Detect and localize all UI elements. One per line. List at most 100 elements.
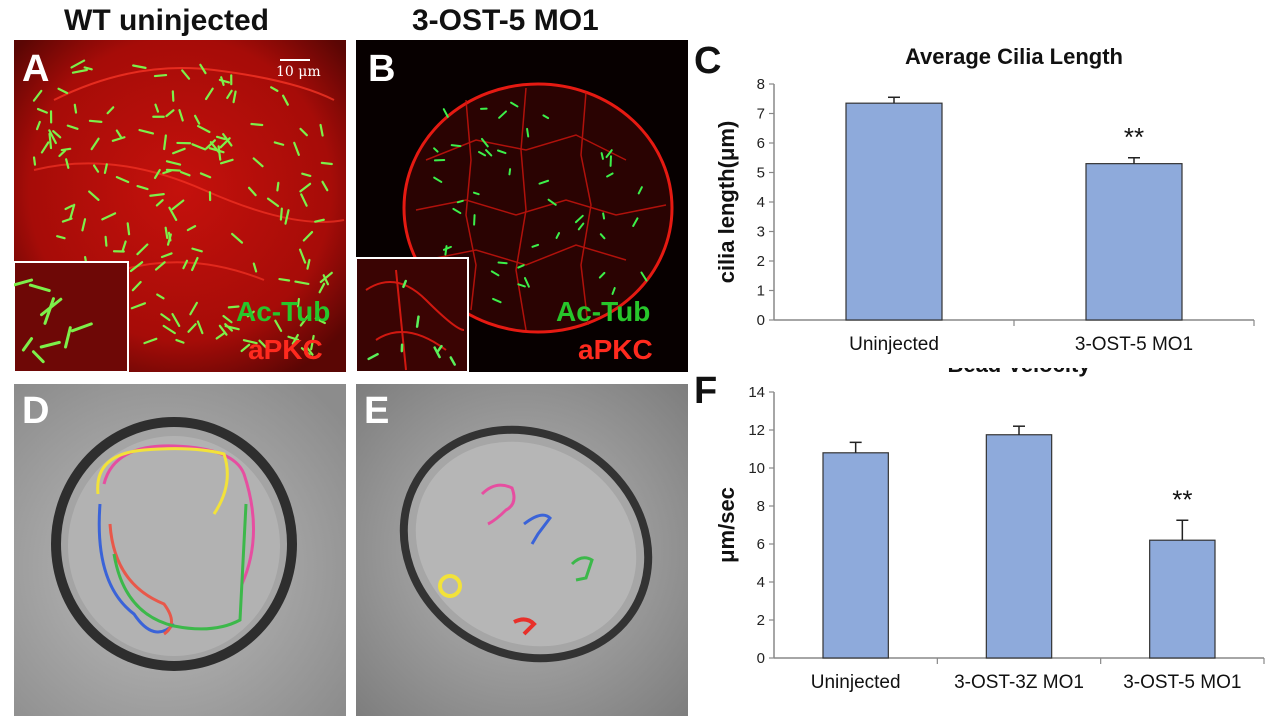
cilium	[136, 243, 149, 256]
cilium	[156, 293, 165, 300]
cilium	[187, 323, 197, 333]
cilium	[322, 274, 330, 286]
cilium	[121, 240, 127, 253]
y-tick-label: 4	[757, 194, 765, 211]
cilium	[132, 64, 147, 69]
cilium	[319, 123, 324, 137]
cilium	[48, 129, 57, 145]
cilium	[230, 232, 244, 244]
y-tick-label: 8	[757, 498, 765, 515]
chart-c-average-cilia-length: Average Cilia Length cilia length(μm) 0 1 2 3…	[714, 44, 1255, 355]
cilium	[526, 127, 530, 138]
cilium	[138, 128, 155, 135]
cilium	[598, 271, 606, 279]
cilium	[490, 270, 500, 277]
cilium	[452, 207, 462, 215]
cilium	[415, 315, 420, 328]
y-tick-label: 1	[757, 283, 765, 300]
cilium	[153, 73, 168, 78]
cilium	[320, 161, 333, 166]
cilium	[167, 231, 172, 242]
cilium	[433, 176, 443, 183]
panel-label-f: F	[694, 370, 718, 412]
cilium	[508, 168, 512, 176]
cilium	[175, 338, 185, 344]
cilium	[154, 103, 160, 113]
cilium	[310, 334, 315, 351]
cilium	[547, 198, 557, 206]
legend-ac-tub-a: Ac-Tub	[236, 296, 331, 327]
cilium	[32, 89, 43, 102]
cilium	[164, 226, 169, 240]
cilium	[153, 168, 161, 180]
y-tick-label: 0	[757, 650, 765, 667]
cilium	[606, 172, 614, 178]
cilium	[39, 340, 61, 349]
cilium	[92, 164, 100, 173]
cilium	[477, 150, 487, 157]
cilium	[218, 78, 231, 84]
cilium	[472, 191, 480, 196]
cilium	[319, 271, 333, 284]
cilium	[180, 171, 191, 177]
cilium	[250, 122, 264, 127]
cilium	[35, 120, 41, 131]
panel-b-image	[356, 40, 688, 372]
cilium	[402, 279, 407, 289]
cilium	[101, 212, 117, 221]
cilium	[577, 222, 585, 231]
y-tick-label: 8	[757, 76, 765, 93]
cilium	[449, 356, 456, 366]
panel-e-image	[356, 384, 688, 716]
cilium	[314, 317, 326, 325]
bar	[985, 434, 1053, 659]
cilium	[52, 130, 62, 139]
cilium	[367, 352, 379, 361]
cilium	[131, 280, 142, 292]
chart-title: Bead Velocity	[947, 368, 1091, 377]
panel-label-a: A	[22, 48, 50, 90]
category-label: 3-OST-5 MO1	[1123, 672, 1241, 693]
legend-apkc-a: aPKC	[248, 334, 323, 365]
category-label: Uninjected	[849, 334, 939, 355]
cilium	[555, 231, 561, 239]
cilium	[300, 193, 308, 207]
cilium	[83, 66, 93, 71]
cilium	[136, 184, 149, 191]
cilium	[433, 346, 441, 359]
chart-title: Average Cilia Length	[905, 44, 1123, 69]
panel-label-e: E	[364, 390, 390, 432]
panel-d-dic-tracks	[14, 384, 346, 716]
cilium	[640, 271, 648, 282]
cilium	[190, 256, 199, 272]
panel-a-fluorescence	[14, 40, 346, 372]
cilium	[189, 301, 198, 316]
cilium	[517, 283, 526, 288]
cilium	[442, 108, 449, 118]
cilium	[168, 206, 178, 222]
cilium	[226, 89, 233, 100]
bar	[845, 102, 943, 321]
cilium	[21, 337, 34, 352]
cilium	[129, 261, 144, 273]
cilium	[32, 156, 37, 166]
cilium	[65, 158, 70, 169]
cilium	[599, 233, 606, 240]
cilium	[232, 90, 237, 104]
cilium	[299, 182, 312, 193]
cilium	[293, 141, 300, 156]
cilium	[538, 179, 550, 185]
y-tick-label: 2	[757, 612, 765, 629]
cilium	[155, 199, 164, 207]
cilium	[314, 218, 325, 223]
cilium	[485, 149, 493, 157]
cilium	[299, 127, 308, 137]
cilium	[242, 339, 258, 345]
cilium	[88, 119, 103, 123]
cilium	[160, 252, 173, 259]
cilium	[115, 129, 123, 139]
cilium	[287, 335, 300, 341]
cilium	[208, 147, 225, 154]
cilium	[70, 59, 86, 69]
cilium	[222, 314, 233, 324]
